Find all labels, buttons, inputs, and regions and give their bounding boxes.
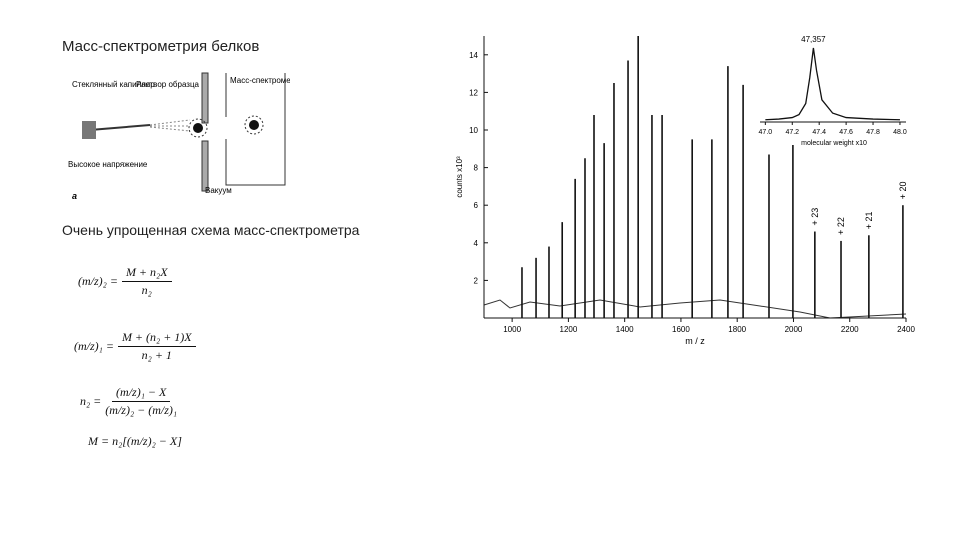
diagram-label: Раствор образца [136, 80, 200, 89]
baseline-noise [483, 299, 907, 319]
peak-annotation: + 23 [810, 208, 820, 226]
inset-x-tick-label: 47.8 [866, 129, 880, 136]
source [82, 121, 96, 139]
y-tick-label: 4 [474, 239, 479, 248]
ion [244, 115, 264, 135]
inset-x-tick-label: 47.2 [785, 129, 799, 136]
y-tick-label: 8 [474, 164, 479, 173]
inset-peak-label: 47,357 [801, 35, 826, 44]
x-tick-label: 1200 [560, 325, 578, 334]
denominator: n₂ + 1 [141, 348, 172, 362]
diagram-label: Высокое напряжение [68, 160, 148, 169]
x-axis-label: m / z [685, 336, 705, 346]
x-tick-label: 2000 [785, 325, 803, 334]
inset-x-label: molecular weight x10 [801, 140, 867, 147]
inset-x-tick-label: 47.6 [839, 129, 853, 136]
denominator: n₂ [141, 283, 152, 297]
peak-annotation: + 21 [864, 211, 874, 229]
ion [188, 118, 208, 138]
inset-background [758, 28, 910, 124]
diagram: Стеклянный капилляр Раствор образца Масс… [68, 72, 290, 201]
ion [249, 120, 259, 130]
spectrometer-box [225, 73, 286, 186]
numerator: M + (n₂ + 1)X [117, 330, 196, 347]
diagram-label: Вакуум [205, 186, 232, 195]
x-tick-label: 2400 [897, 325, 915, 334]
y-axis-label: counts x10³ [455, 156, 464, 198]
numerator: M + n₂X [121, 265, 172, 282]
numerator: (m/z)₁ − X [112, 385, 171, 402]
ion [193, 123, 203, 133]
peak-annotation: + 22 [836, 217, 846, 235]
formula: M = n₂[(m/z)₂ − X] [88, 434, 182, 449]
plate [201, 140, 209, 192]
y-tick-label: 10 [469, 126, 478, 135]
slide-title: Масс-спектрометрия белков [62, 38, 260, 55]
x-tick-label: 1400 [616, 325, 634, 334]
x-tick-label: 2200 [841, 325, 859, 334]
inset-peak [765, 47, 900, 121]
y-tick-label: 12 [469, 88, 478, 97]
x-tick-label: 1000 [503, 325, 521, 334]
formula: (m/z)₁ = M + (n₂ + 1)X n₂ + 1 [74, 330, 196, 363]
denominator: (m/z)₂ − (m/z)₁ [105, 403, 178, 417]
capillary [89, 124, 151, 131]
formula-lhs: (m/z)₂ = [78, 274, 118, 288]
inset-x-tick-label: 47.4 [812, 129, 826, 136]
formula-lhs: (m/z)₁ = [74, 339, 114, 353]
plate [201, 72, 209, 124]
y-tick-label: 2 [474, 276, 479, 285]
x-tick-label: 1800 [728, 325, 746, 334]
caption: Очень упрощенная схема масс-спектрометра [62, 222, 360, 238]
diagram-label: Стеклянный капилляр [72, 80, 155, 89]
formula-lhs: n₂ = [80, 394, 102, 408]
diagram-label: Масс-спектрометр [230, 76, 290, 85]
formula-lhs: M = n₂[(m/z)₂ − X] [88, 434, 182, 448]
formula: n₂ = (m/z)₁ − X (m/z)₂ − (m/z)₁ [80, 385, 177, 418]
panel-label: a [72, 191, 77, 201]
formula: (m/z)₂ = M + n₂X n₂ [78, 265, 172, 298]
peak-annotation: + 20 [898, 181, 908, 199]
spray [149, 119, 191, 132]
inset-x-tick-label: 47.0 [759, 129, 773, 136]
inset-x-tick-label: 48.0 [893, 129, 907, 136]
x-tick-label: 1600 [672, 325, 690, 334]
y-tick-label: 14 [469, 51, 478, 60]
y-tick-label: 6 [474, 201, 479, 210]
